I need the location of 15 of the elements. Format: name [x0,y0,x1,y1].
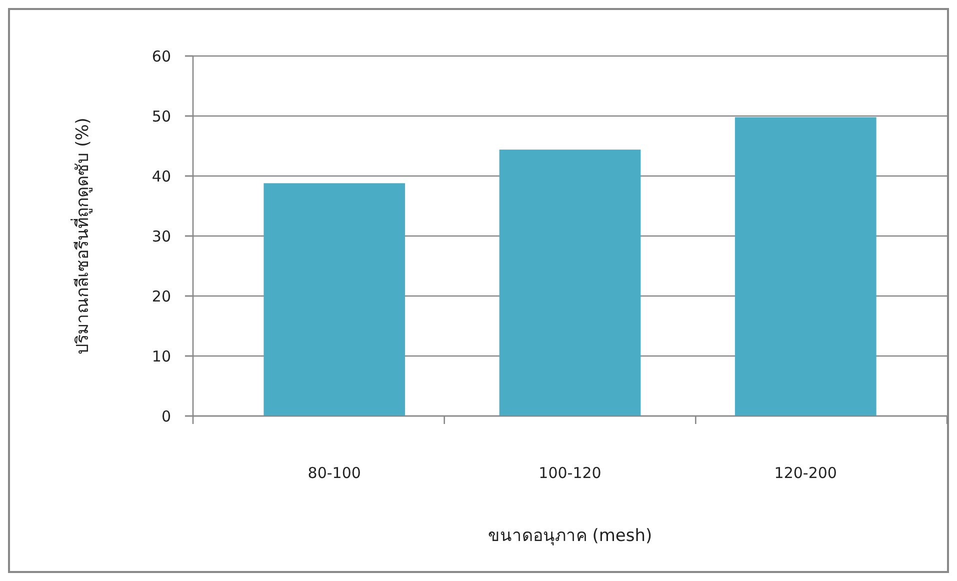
bar [499,150,641,416]
y-tick-label: 60 [152,47,171,66]
y-tick-label: 0 [161,407,171,426]
y-tick-label: 40 [152,167,171,186]
x-tick-label: 120-200 [774,464,837,482]
x-tick-label: 80-100 [308,464,361,482]
bar [264,183,406,416]
x-axis-title: ขนาดอนุภาค (mesh) [488,526,652,546]
y-tick-label: 30 [152,227,171,246]
y-tick-label: 50 [152,107,171,126]
bar [734,117,876,416]
y-axis-title: ปริมาณกลีเซอรีนที่ถูกดูดซับ (%) [70,118,93,354]
y-tick-label: 10 [152,347,171,366]
y-tick-label: 20 [152,287,171,306]
x-tick-label: 100-120 [538,464,602,482]
